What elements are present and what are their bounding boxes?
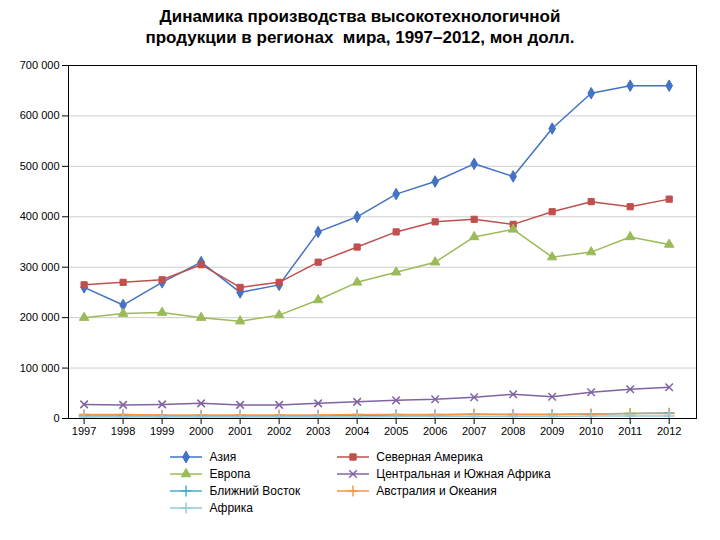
html-text:Австралия и Океания: Австралия и Океания (376, 483, 497, 498)
svg-text:2004: 2004 (345, 425, 369, 437)
svg-text:1998: 1998 (111, 425, 135, 437)
svg-text:2007: 2007 (462, 425, 486, 437)
svg-text:600 000: 600 000 (20, 109, 60, 121)
svg-text:400 000: 400 000 (20, 210, 60, 222)
svg-text:2003: 2003 (306, 425, 330, 437)
html-text:Африка: Африка (209, 500, 253, 515)
html-text:Европа: Европа (209, 466, 251, 481)
svg-text:500 000: 500 000 (20, 159, 60, 171)
svg-text:700 000: 700 000 (20, 59, 60, 71)
svg-text:2011: 2011 (618, 425, 642, 437)
html-text:Северная Америка: Северная Америка (376, 449, 483, 464)
svg-text:1997: 1997 (72, 425, 96, 437)
svg-text:100 000: 100 000 (20, 361, 60, 373)
html-text:Азия: Азия (209, 449, 237, 464)
svg-text:200 000: 200 000 (20, 311, 60, 323)
svg-text:2009: 2009 (540, 425, 564, 437)
svg-text:300 000: 300 000 (20, 260, 60, 272)
svg-text:2005: 2005 (384, 425, 408, 437)
svg-text:0: 0 (53, 412, 59, 424)
html-text:Динамика производства высокоте: Динамика производства высокотехнологично… (145, 7, 575, 48)
svg-text:2012: 2012 (657, 425, 681, 437)
svg-text:2001: 2001 (228, 425, 252, 437)
svg-text:2006: 2006 (423, 425, 447, 437)
html-text:Центральная и Южная Африка: Центральная и Южная Африка (376, 466, 551, 481)
svg-text:2002: 2002 (267, 425, 291, 437)
html-text:Ближний Восток: Ближний Восток (209, 483, 301, 498)
svg-text:1999: 1999 (150, 425, 174, 437)
svg-text:2000: 2000 (189, 425, 213, 437)
svg-text:2008: 2008 (501, 425, 525, 437)
svg-text:2010: 2010 (579, 425, 603, 437)
